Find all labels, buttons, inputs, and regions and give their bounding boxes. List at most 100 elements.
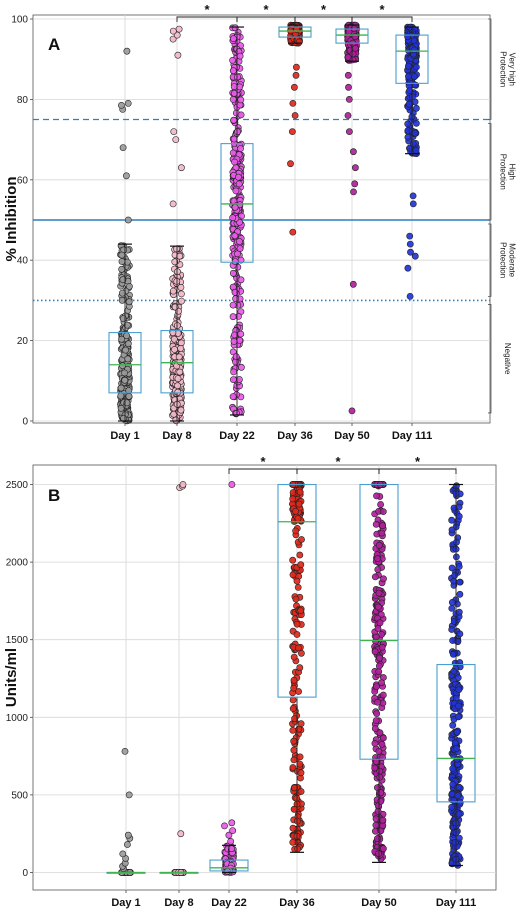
data-point (118, 251, 126, 259)
data-point (455, 608, 463, 616)
box-day-22 (220, 26, 254, 416)
data-point (290, 83, 298, 91)
data-point (372, 717, 380, 724)
data-point (229, 214, 237, 222)
box-day-8 (159, 871, 199, 874)
box-day-22 (209, 844, 249, 874)
data-point (292, 71, 300, 79)
data-point (124, 831, 132, 839)
data-point (454, 713, 462, 721)
data-point (455, 686, 463, 694)
data-point (237, 145, 244, 152)
data-point (235, 180, 243, 188)
panel-a-y-axis-label: % Inhibition (3, 177, 20, 262)
y-tick-label: 60 (17, 175, 29, 186)
data-point (175, 353, 183, 361)
x-tick-label: Day 36 (279, 897, 314, 909)
box-day-111 (395, 26, 429, 155)
data-point (455, 810, 463, 818)
data-point (404, 120, 412, 128)
data-point (345, 83, 352, 91)
panel-b-y-ticks: 0 500 1000 1500 2000 2500 (6, 480, 33, 879)
data-point (123, 321, 131, 329)
iqr-box (220, 143, 254, 263)
x-tick-label: Day 50 (334, 430, 369, 442)
data-point (456, 590, 464, 598)
data-point (230, 83, 238, 90)
panel-a-plot-area (32, 14, 491, 424)
significance-star: * (260, 454, 266, 469)
data-point (124, 216, 132, 224)
data-point (174, 268, 181, 276)
data-point (124, 100, 132, 107)
data-point (290, 653, 298, 661)
data-point (172, 136, 180, 143)
data-point (406, 87, 413, 94)
data-point (170, 335, 178, 343)
data-point (296, 551, 304, 559)
data-point (232, 353, 240, 360)
data-point (176, 368, 184, 376)
data-point (412, 104, 420, 112)
iqr-box (359, 483, 399, 760)
data-point (348, 407, 356, 415)
x-tick-label: Day 50 (361, 897, 396, 909)
data-point (174, 382, 181, 390)
data-point (177, 283, 185, 291)
iqr-box (335, 28, 369, 44)
data-point (295, 688, 302, 695)
data-point (378, 529, 386, 537)
data-point (380, 575, 387, 583)
data-point (378, 740, 386, 748)
data-point (121, 748, 129, 755)
data-point (297, 788, 305, 795)
data-point (412, 120, 420, 127)
data-point (371, 725, 379, 732)
data-point (409, 140, 417, 147)
data-point (294, 515, 302, 522)
data-point (125, 298, 133, 306)
data-point (449, 781, 457, 788)
data-point (124, 355, 132, 363)
data-point (119, 276, 127, 284)
data-point (171, 345, 178, 353)
data-point (448, 803, 456, 811)
y-tick-label: 20 (17, 336, 29, 347)
data-point (289, 495, 297, 503)
data-point (412, 63, 420, 71)
data-point (229, 313, 237, 321)
data-point (373, 835, 381, 842)
data-point (292, 527, 299, 535)
data-point (118, 265, 126, 273)
significance-bracket: * (378, 454, 457, 474)
y-tick-label: 80 (17, 95, 29, 106)
data-point (229, 269, 237, 277)
data-point (376, 773, 384, 781)
data-point (411, 73, 418, 80)
data-point (296, 488, 304, 496)
data-point (448, 605, 456, 612)
data-point (405, 100, 413, 108)
box-day-50 (359, 483, 399, 863)
data-point (455, 513, 463, 520)
panel-b-significance: * * * (228, 454, 457, 474)
box-day-36 (278, 24, 312, 44)
data-point (456, 630, 464, 638)
data-point (177, 344, 185, 352)
data-point (228, 481, 236, 488)
data-point (229, 393, 237, 400)
protection-zone: Very highProtection (488, 18, 517, 120)
data-point (451, 739, 459, 747)
data-point (119, 289, 126, 297)
data-point (289, 764, 297, 771)
data-point (289, 556, 297, 564)
significance-star: * (204, 2, 210, 17)
data-point (231, 232, 239, 240)
data-point (237, 276, 245, 284)
data-point (123, 172, 130, 180)
data-point (236, 336, 244, 344)
data-point (455, 563, 463, 570)
data-point (290, 746, 298, 754)
data-point (449, 651, 457, 658)
data-point (169, 287, 177, 295)
